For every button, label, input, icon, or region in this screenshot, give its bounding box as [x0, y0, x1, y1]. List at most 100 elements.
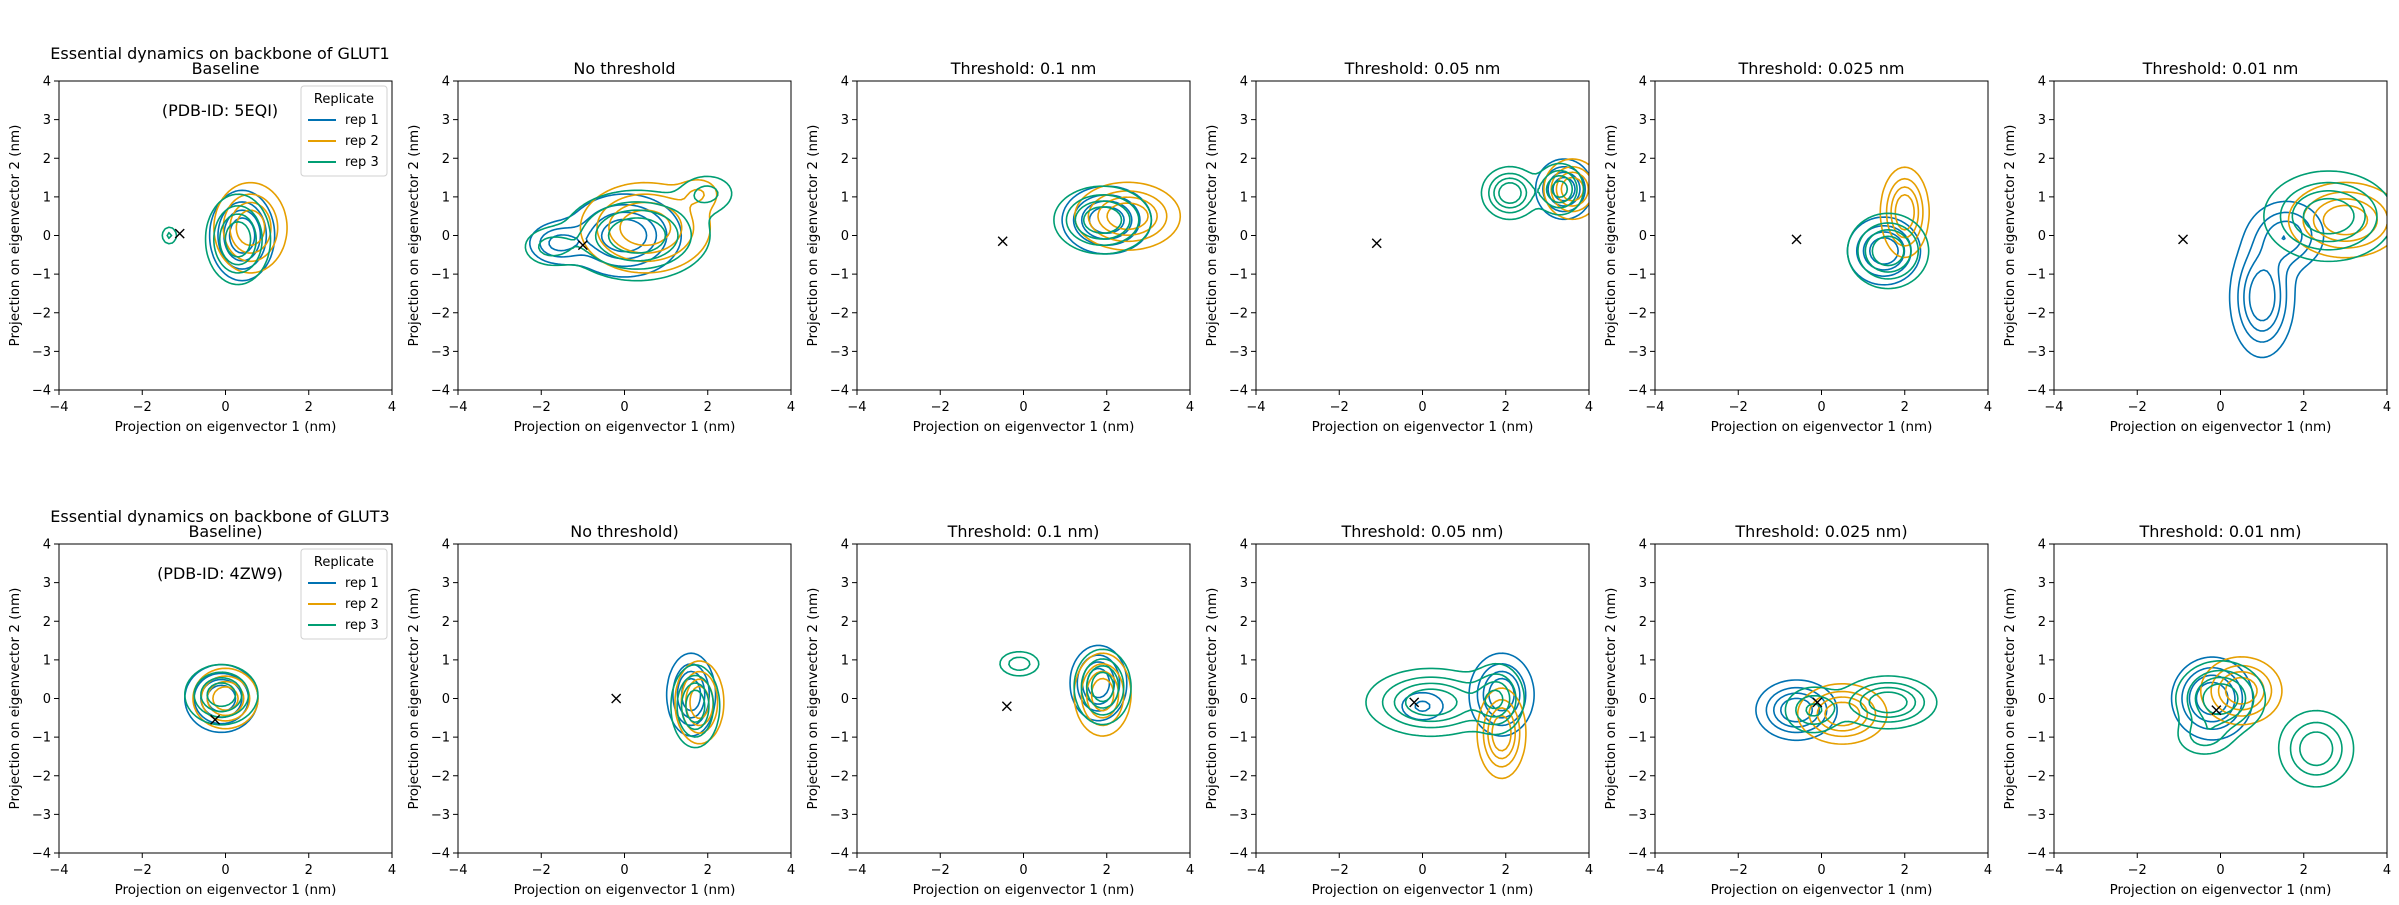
- x-axis-label: Projection on eigenvector 1 (nm): [1711, 419, 1933, 435]
- contour-rep-3: [670, 664, 721, 749]
- panel-6: Threshold: 0.01 nm −4 −2 0 2 4 −4 −3 −2 −1 0 1 2 3 4 Pr…: [2002, 59, 2391, 435]
- y-tick-label: −3: [1229, 808, 1248, 823]
- y-tick-label: 2: [1240, 615, 1248, 630]
- y-tick-label: 0: [1240, 229, 1248, 244]
- y-axis-label: Projection on eigenvector 2 (nm): [7, 125, 23, 347]
- y-tick-label: 1: [43, 653, 51, 668]
- y-tick-label: −3: [830, 345, 849, 360]
- y-axis-label: Projection on eigenvector 2 (nm): [406, 125, 422, 347]
- marker-x: [997, 236, 1008, 247]
- row-title-glut1-line2: (PDB-ID: 5EQI): [161, 101, 279, 120]
- x-tick-label: 4: [1984, 400, 1992, 415]
- x-tick-label: −2: [2128, 863, 2147, 878]
- panel-title: Baseline: [192, 59, 260, 78]
- marker-x: [1409, 697, 1420, 708]
- contour-layer: [1755, 675, 1938, 745]
- x-tick-label: 2: [1502, 863, 1510, 878]
- x-tick-label: −2: [2128, 400, 2147, 415]
- marker-x: [210, 714, 221, 725]
- legend-frame: [300, 548, 388, 640]
- y-tick-label: 3: [2038, 576, 2046, 591]
- contour-rep-3: [1846, 212, 1930, 290]
- y-tick-label: −1: [2027, 268, 2046, 283]
- legend-label: rep 3: [345, 155, 379, 170]
- y-tick-label: 3: [841, 113, 849, 128]
- y-tick-label: 3: [1240, 576, 1248, 591]
- x-tick-label: 4: [388, 400, 396, 415]
- contour-rep-3: [524, 175, 733, 282]
- legend-title: Replicate: [314, 92, 374, 107]
- y-tick-label: −1: [830, 731, 849, 746]
- legend-label: rep 2: [345, 597, 379, 612]
- y-tick-label: 2: [1639, 152, 1647, 167]
- x-tick-label: 2: [1901, 863, 1909, 878]
- contour-layer: [665, 652, 725, 749]
- y-tick-label: 1: [442, 190, 450, 205]
- y-tick-label: −3: [431, 345, 450, 360]
- y-tick-label: 4: [841, 538, 849, 553]
- y-tick-label: 1: [841, 653, 849, 668]
- y-tick-label: 4: [43, 538, 51, 553]
- y-tick-label: −1: [2027, 731, 2046, 746]
- x-tick-label: 4: [388, 863, 396, 878]
- x-tick-label: 0: [1019, 400, 1027, 415]
- x-tick-label: 2: [305, 863, 313, 878]
- plot-frame: [1654, 80, 1989, 391]
- y-axis-label: Projection on eigenvector 2 (nm): [1603, 125, 1619, 347]
- x-axis-label: Projection on eigenvector 1 (nm): [2110, 882, 2332, 898]
- x-tick-label: 0: [1418, 863, 1426, 878]
- y-tick-label: −2: [32, 769, 51, 784]
- contour-layer: [2170, 656, 2355, 788]
- marker-x: [1791, 234, 1802, 245]
- marker-x: [611, 693, 622, 704]
- y-tick-label: 4: [1639, 75, 1647, 90]
- plot-frame: [1255, 80, 1590, 391]
- row-title-glut3: Essential dynamics on backbone of GLUT3 …: [10, 469, 430, 602]
- y-tick-label: −2: [431, 769, 450, 784]
- y-tick-label: −3: [1229, 345, 1248, 360]
- y-axis-label: Projection on eigenvector 2 (nm): [1603, 588, 1619, 810]
- x-axis-label: Projection on eigenvector 1 (nm): [1711, 882, 1933, 898]
- x-axis-label: Projection on eigenvector 1 (nm): [514, 882, 736, 898]
- y-tick-label: 1: [1240, 653, 1248, 668]
- contour-rep-3: [2174, 660, 2355, 788]
- x-tick-label: 2: [2300, 400, 2308, 415]
- y-tick-label: −3: [830, 808, 849, 823]
- y-tick-label: 4: [442, 75, 450, 90]
- contour-rep-1: [1755, 679, 1838, 742]
- y-tick-label: −1: [1628, 268, 1647, 283]
- x-axis-label: Projection on eigenvector 1 (nm): [913, 882, 1135, 898]
- y-tick-label: −1: [431, 731, 450, 746]
- y-tick-label: −2: [1229, 769, 1248, 784]
- y-tick-label: 1: [1639, 653, 1647, 668]
- legend-label: rep 1: [345, 576, 379, 591]
- contour-rep-2: [1796, 682, 1888, 745]
- y-tick-label: −1: [830, 268, 849, 283]
- contour-rep-3: [1365, 662, 1526, 738]
- x-tick-label: 4: [1585, 863, 1593, 878]
- y-tick-label: 0: [442, 229, 450, 244]
- y-tick-label: 0: [2038, 229, 2046, 244]
- y-tick-label: −4: [830, 847, 849, 862]
- x-tick-label: 4: [1186, 400, 1194, 415]
- y-tick-label: 2: [1240, 152, 1248, 167]
- x-tick-label: 2: [1103, 400, 1111, 415]
- marker-x: [2211, 705, 2222, 716]
- contour-layer: [1480, 158, 1589, 221]
- y-tick-label: 4: [841, 75, 849, 90]
- contour-layer: [1846, 166, 1930, 290]
- y-tick-label: −2: [1229, 306, 1248, 321]
- x-tick-label: −4: [448, 400, 467, 415]
- y-tick-label: −2: [2027, 769, 2046, 784]
- y-tick-label: 0: [43, 229, 51, 244]
- x-tick-label: −4: [1645, 863, 1664, 878]
- y-axis-label: Projection on eigenvector 2 (nm): [1204, 125, 1220, 347]
- panel-title: Threshold: 0.1 nm): [947, 522, 1100, 541]
- y-tick-label: −4: [1229, 384, 1248, 399]
- panel-title: No threshold: [573, 59, 675, 78]
- y-tick-label: 1: [2038, 653, 2046, 668]
- x-tick-label: 4: [1585, 400, 1593, 415]
- x-tick-label: −4: [847, 863, 866, 878]
- y-tick-label: −4: [1628, 384, 1647, 399]
